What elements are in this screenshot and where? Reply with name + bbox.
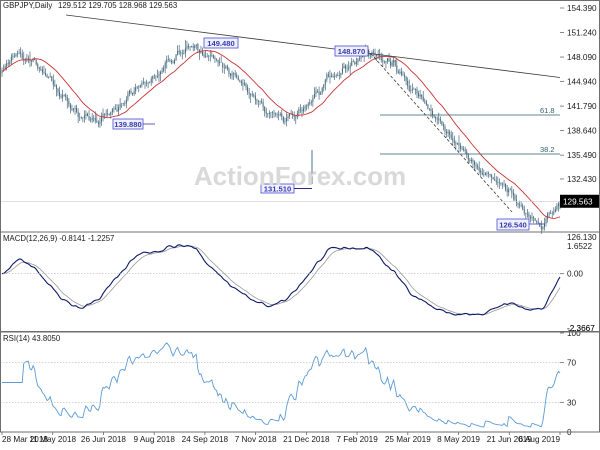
- svg-text:138.640: 138.640: [567, 127, 597, 136]
- svg-text:139.880: 139.880: [114, 120, 141, 129]
- svg-text:100: 100: [567, 329, 581, 338]
- svg-text:129.512 129.705 128.968 129.56: 129.512 129.705 128.968 129.563: [58, 1, 177, 10]
- svg-text:61.8: 61.8: [540, 106, 555, 115]
- svg-text:9 Aug 2018: 9 Aug 2018: [133, 435, 175, 444]
- svg-text:38.2: 38.2: [540, 145, 555, 154]
- svg-text:148.090: 148.090: [567, 53, 597, 62]
- svg-text:24 Sep 2018: 24 Sep 2018: [182, 435, 229, 444]
- svg-text:151.240: 151.240: [567, 29, 597, 38]
- svg-text:GBPJPY,Daily: GBPJPY,Daily: [3, 1, 52, 10]
- svg-text:11 May 2018: 11 May 2018: [29, 435, 76, 444]
- svg-text:ActionForex.com: ActionForex.com: [194, 161, 406, 191]
- svg-text:135.490: 135.490: [567, 151, 597, 160]
- svg-text:MACD(12,26,9) -0.8141 -1.2257: MACD(12,26,9) -0.8141 -1.2257: [3, 234, 114, 243]
- svg-text:141.790: 141.790: [567, 102, 597, 111]
- svg-text:129.563: 129.563: [563, 197, 593, 206]
- svg-text:154.390: 154.390: [567, 4, 597, 13]
- svg-text:7 Feb 2019: 7 Feb 2019: [336, 435, 378, 444]
- svg-text:0.00: 0.00: [567, 270, 583, 279]
- svg-text:132.430: 132.430: [567, 175, 597, 184]
- svg-text:RSI(14) 43.8050: RSI(14) 43.8050: [3, 334, 61, 343]
- svg-text:8 May 2019: 8 May 2019: [437, 435, 480, 444]
- svg-text:21 Dec 2018: 21 Dec 2018: [283, 435, 330, 444]
- svg-text:6 Aug 2019: 6 Aug 2019: [519, 435, 561, 444]
- svg-text:126.130: 126.130: [567, 233, 597, 242]
- svg-text:26 Jun 2018: 26 Jun 2018: [81, 435, 127, 444]
- svg-text:1.6522: 1.6522: [567, 242, 592, 251]
- svg-text:30: 30: [567, 398, 577, 407]
- svg-text:149.480: 149.480: [207, 39, 234, 48]
- svg-text:25 Mar 2019: 25 Mar 2019: [385, 435, 431, 444]
- svg-text:7 Nov 2018: 7 Nov 2018: [235, 435, 277, 444]
- svg-text:70: 70: [567, 359, 577, 368]
- svg-text:144.940: 144.940: [567, 78, 597, 87]
- svg-text:126.540: 126.540: [499, 220, 526, 229]
- svg-text:148.870: 148.870: [338, 47, 365, 56]
